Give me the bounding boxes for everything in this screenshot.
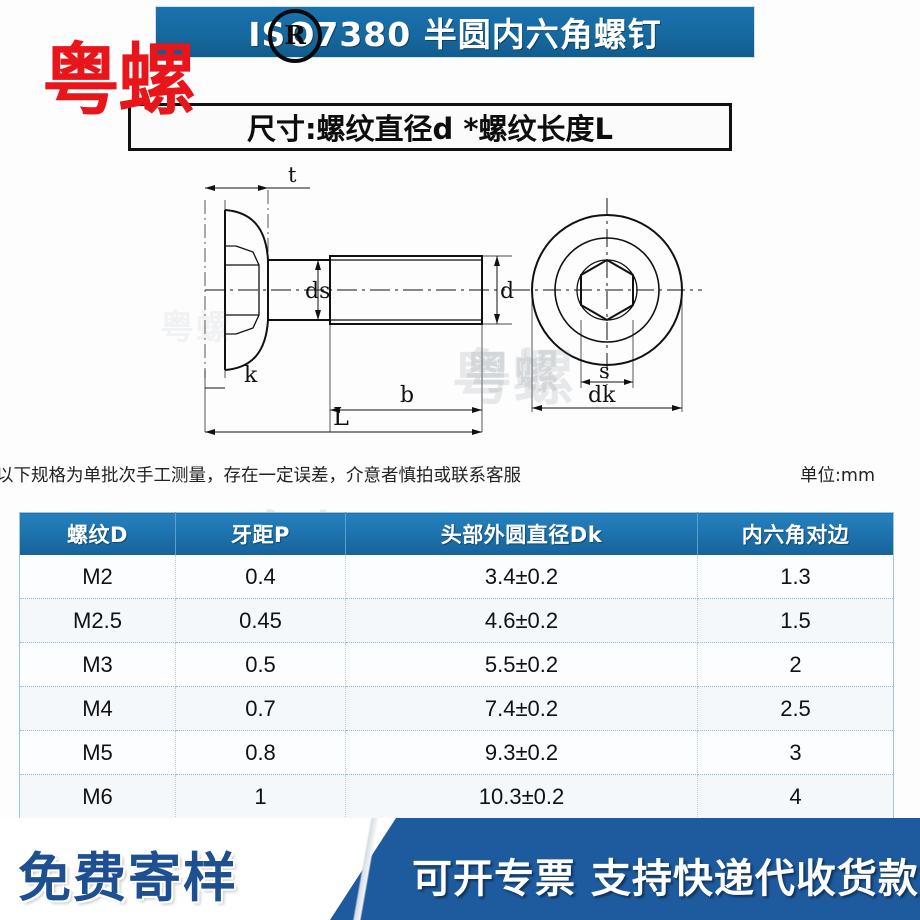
cell-thread: M2 (19, 555, 176, 599)
column-header-thread: 螺纹D (19, 512, 176, 555)
drawing-label-k: k (244, 363, 258, 388)
cell-hex-size: 4 (697, 774, 894, 819)
table-row: M4 0.7 7.4±0.2 2.5 (19, 686, 894, 731)
subtitle-box: 尺寸:螺纹直径d *螺纹长度L (128, 103, 732, 151)
cell-hex-size: 2.5 (697, 686, 894, 731)
registered-trademark-icon: R (268, 9, 322, 63)
cell-head-dia: 7.4±0.2 (345, 686, 698, 731)
cell-hex-size: 2 (697, 642, 894, 687)
subtitle-text: 尺寸:螺纹直径d *螺纹长度L (246, 112, 614, 146)
drawing-label-b: b (400, 383, 414, 408)
title-banner: ISO7380 半圆内六角螺钉 (155, 6, 755, 58)
spec-table: 螺纹D 牙距P 头部外圆直径Dk 内六角对边 M2 0.4 3.4±0.2 1.… (19, 512, 894, 863)
cell-thread: M4 (19, 686, 176, 731)
cell-pitch: 1 (175, 774, 346, 819)
cell-thread: M2.5 (19, 598, 176, 643)
measurement-note: 以下规格为单批次手工测量，存在一定误差，介意者慎拍或联系客服 (0, 466, 521, 486)
drawing-label-t: t (288, 163, 297, 187)
table-row: M5 0.8 9.3±0.2 3 (19, 730, 894, 775)
cell-head-dia: 5.5±0.2 (345, 642, 698, 687)
table-row: M2 0.4 3.4±0.2 1.3 (19, 555, 894, 599)
table-row: M2.5 0.45 4.6±0.2 1.5 (19, 598, 894, 643)
cell-head-dia: 9.3±0.2 (345, 730, 698, 775)
cell-hex-size: 1.3 (697, 555, 894, 599)
table-body: M2 0.4 3.4±0.2 1.3 M2.5 0.45 4.6±0.2 1.5… (19, 555, 894, 863)
drawing-label-ds: ds (305, 279, 330, 304)
unit-label: 单位:mm (800, 466, 875, 486)
drawing-label-s: s (599, 359, 610, 383)
column-header-pitch: 牙距P (175, 512, 346, 555)
cell-pitch: 0.5 (175, 642, 346, 687)
technical-drawing: t ds d b L k s dk (0, 160, 920, 440)
cell-head-dia: 4.6±0.2 (345, 598, 698, 643)
screw-drawing-svg: t ds d b L k s dk (204, 163, 702, 435)
drawing-label-L: L (333, 403, 349, 431)
table-header-row: 螺纹D 牙距P 头部外圆直径Dk 内六角对边 (19, 512, 894, 555)
cell-thread: M3 (19, 642, 176, 687)
drawing-label-dk: dk (588, 383, 616, 408)
table-row: M6 1 10.3±0.2 4 (19, 774, 894, 819)
cell-hex-size: 3 (697, 730, 894, 775)
cell-thread: M5 (19, 730, 176, 775)
column-header-hex-size: 内六角对边 (697, 512, 894, 555)
cell-pitch: 0.4 (175, 555, 346, 599)
cell-hex-size: 1.5 (697, 598, 894, 643)
cell-head-dia: 10.3±0.2 (345, 774, 698, 819)
promo-banner: 免费寄样 可开专票 支持快递代收货款 (0, 818, 920, 920)
page-title: ISO7380 半圆内六角螺钉 (248, 15, 662, 54)
cell-head-dia: 3.4±0.2 (345, 555, 698, 599)
promo-banner-divider (330, 818, 400, 920)
cell-pitch: 0.8 (175, 730, 346, 775)
cell-pitch: 0.45 (175, 598, 346, 643)
promo-free-sample-text: 免费寄样 (18, 848, 238, 909)
column-header-head-dia: 头部外圆直径Dk (345, 512, 698, 555)
cell-thread: M6 (19, 774, 176, 819)
cell-pitch: 0.7 (175, 686, 346, 731)
promo-invoice-text: 可开专票 支持快递代收货款 (412, 856, 919, 902)
measurement-note-row: 以下规格为单批次手工测量，存在一定误差，介意者慎拍或联系客服 单位:mm (0, 462, 920, 492)
promo-banner-blue-shape (330, 818, 920, 920)
drawing-label-d: d (500, 279, 514, 304)
table-row: M3 0.5 5.5±0.2 2 (19, 642, 894, 687)
